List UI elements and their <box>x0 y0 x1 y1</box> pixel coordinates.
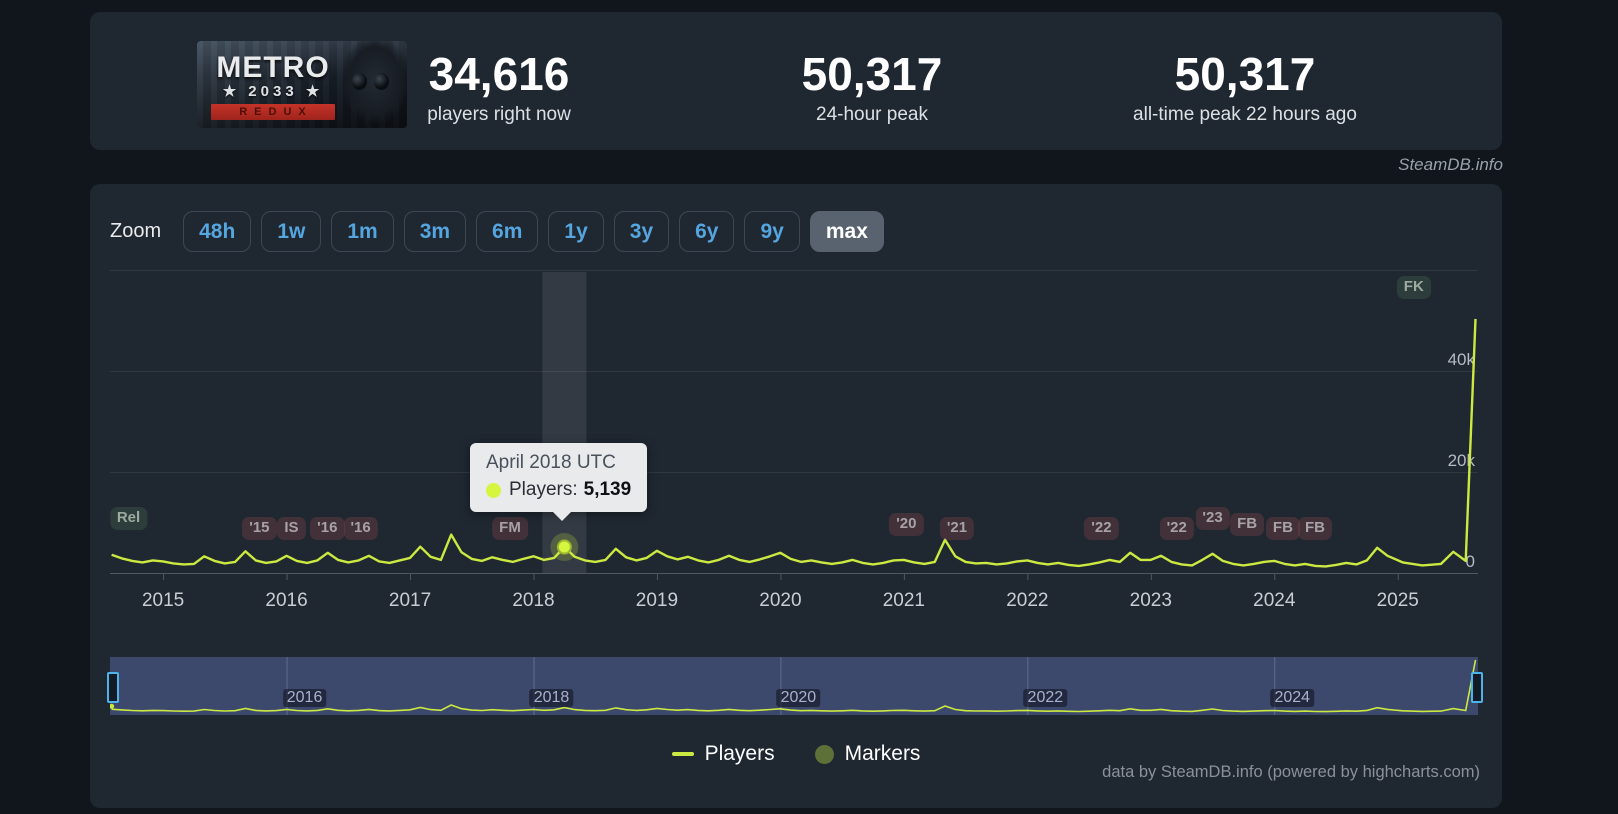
alltime-peak-label: all-time peak 22 hours ago <box>1133 104 1357 125</box>
chart-tooltip: April 2018 UTC Players: 5,139 <box>470 443 648 521</box>
tooltip-title: April 2018 UTC <box>486 452 616 473</box>
x-axis-label: 2020 <box>759 590 801 611</box>
zoom-range-button-3y[interactable]: 3y <box>613 211 670 252</box>
event-flag-22[interactable]: '22 <box>1159 517 1194 540</box>
capsule-title-redux: REDUX <box>211 104 335 120</box>
event-flag-FB[interactable]: FB <box>1298 517 1333 540</box>
capsule-title: METRO ★ 2033 ★ REDUX <box>203 53 343 120</box>
x-axis-label: 2025 <box>1377 590 1419 611</box>
navigator-right-handle[interactable] <box>1471 672 1483 703</box>
navigator-year-label: 2016 <box>282 689 327 707</box>
series-dot-icon <box>486 482 501 498</box>
current-players-label: players right now <box>427 104 571 125</box>
legend-item-markers[interactable]: Markers <box>814 742 921 766</box>
peak-24h-label: 24-hour peak <box>816 104 928 125</box>
credits-footer: data by SteamDB.info (powered by highcha… <box>1102 763 1480 781</box>
event-flag-FK[interactable]: FK <box>1396 276 1431 299</box>
event-flag-23[interactable]: '23 <box>1195 507 1230 530</box>
x-axis-label: 2018 <box>512 590 554 611</box>
game-stats-header: METRO ★ 2033 ★ REDUX 34,616 players righ… <box>90 12 1502 150</box>
event-flag-IS[interactable]: IS <box>277 517 306 540</box>
event-flag-FB[interactable]: FB <box>1230 513 1265 536</box>
event-flag-Rel[interactable]: Rel <box>109 507 148 530</box>
zoom-range-button-9y[interactable]: 9y <box>744 211 800 252</box>
x-axis-label: 2022 <box>1006 590 1048 611</box>
x-axis-label: 2023 <box>1130 590 1172 611</box>
tooltip-series-label: Players: <box>509 479 578 500</box>
x-axis-label: 2021 <box>883 590 925 611</box>
event-flag-20[interactable]: '20 <box>889 513 924 536</box>
zoom-label: Zoom <box>110 220 162 242</box>
event-flag-21[interactable]: '21 <box>939 517 975 540</box>
chart-legend: Players Markers <box>90 742 1502 766</box>
current-players-value: 34,616 <box>428 48 570 100</box>
zoom-range-button-48h[interactable]: 48h <box>183 211 252 252</box>
capsule-title-2033: ★ 2033 ★ <box>222 83 324 100</box>
game-capsule-image: METRO ★ 2033 ★ REDUX <box>197 41 407 128</box>
stat-24h-peak: 50,317 24-hour peak <box>662 48 1082 126</box>
navigator-year-label: 2024 <box>1270 689 1315 707</box>
x-axis-label: 2015 <box>142 590 184 611</box>
navigator-series-start-dot <box>110 703 115 709</box>
stat-alltime-peak: 50,317 all-time peak 22 hours ago <box>1035 48 1455 126</box>
zoom-range-button-1w[interactable]: 1w <box>261 211 322 252</box>
x-axis-label: 2024 <box>1253 590 1296 611</box>
zoom-range-button-1y[interactable]: 1y <box>548 211 604 252</box>
zoom-range-button-6m[interactable]: 6m <box>476 211 539 252</box>
x-axis-label: 2019 <box>636 590 678 611</box>
event-flag-15[interactable]: '15 <box>242 517 277 540</box>
navigator-left-handle[interactable] <box>107 672 119 703</box>
zoom-toolbar: Zoom 48h 1w 1m 3m 6m 1y 3y 6y 9y max <box>110 211 894 252</box>
legend-label: Players <box>704 742 775 765</box>
mask-lens-icon <box>352 73 367 90</box>
steamdb-watermark: SteamDB.info <box>1398 155 1503 174</box>
event-flag-FB[interactable]: FB <box>1265 517 1300 540</box>
legend-label: Markers <box>844 742 921 765</box>
y-axis-label: 0 <box>1466 552 1475 571</box>
event-flag-16[interactable]: '16 <box>343 517 378 540</box>
zoom-range-button-6y[interactable]: 6y <box>679 211 735 252</box>
navigator-year-label: 2022 <box>1023 689 1068 707</box>
navigator-year-label: 2018 <box>529 689 574 707</box>
players-series-line <box>111 318 1477 568</box>
tooltip-row: Players: 5,139 <box>486 479 631 501</box>
event-flag-22[interactable]: '22 <box>1084 517 1119 540</box>
event-flag-FM[interactable]: FM <box>492 517 528 540</box>
mask-lens-icon <box>374 73 389 90</box>
stat-current-players: 34,616 players right now <box>289 48 709 126</box>
zoom-range-button-1m[interactable]: 1m <box>331 211 394 252</box>
peak-24h-value: 50,317 <box>801 48 943 100</box>
event-flag-16[interactable]: '16 <box>310 517 345 540</box>
zoom-range-buttons: 48h 1w 1m 3m 6m 1y 3y 6y 9y max <box>183 211 894 252</box>
y-axis-label: 40k <box>1448 350 1476 369</box>
y-axis-label: 20k <box>1448 451 1476 470</box>
navigator-year-label: 2020 <box>776 689 821 707</box>
hover-band <box>542 272 587 573</box>
tooltip-value: 5,139 <box>583 479 632 500</box>
x-axis-label: 2016 <box>265 590 307 611</box>
zoom-range-button-max[interactable]: max <box>809 211 884 252</box>
players-chart: 2015 2016 2017 2018 2019 2020 2021 2022 2023 2024… <box>110 270 1478 611</box>
legend-line-swatch-icon <box>671 752 694 756</box>
legend-item-players[interactable]: Players <box>671 742 775 766</box>
navigator-series-line <box>111 659 1477 713</box>
zoom-range-button-3m[interactable]: 3m <box>403 211 467 252</box>
x-axis-label: 2017 <box>389 590 431 611</box>
capsule-title-metro: METRO <box>216 51 330 84</box>
alltime-peak-value: 50,317 <box>1174 48 1316 100</box>
hovered-point-marker <box>556 539 572 555</box>
legend-circle-swatch-icon <box>814 744 834 764</box>
